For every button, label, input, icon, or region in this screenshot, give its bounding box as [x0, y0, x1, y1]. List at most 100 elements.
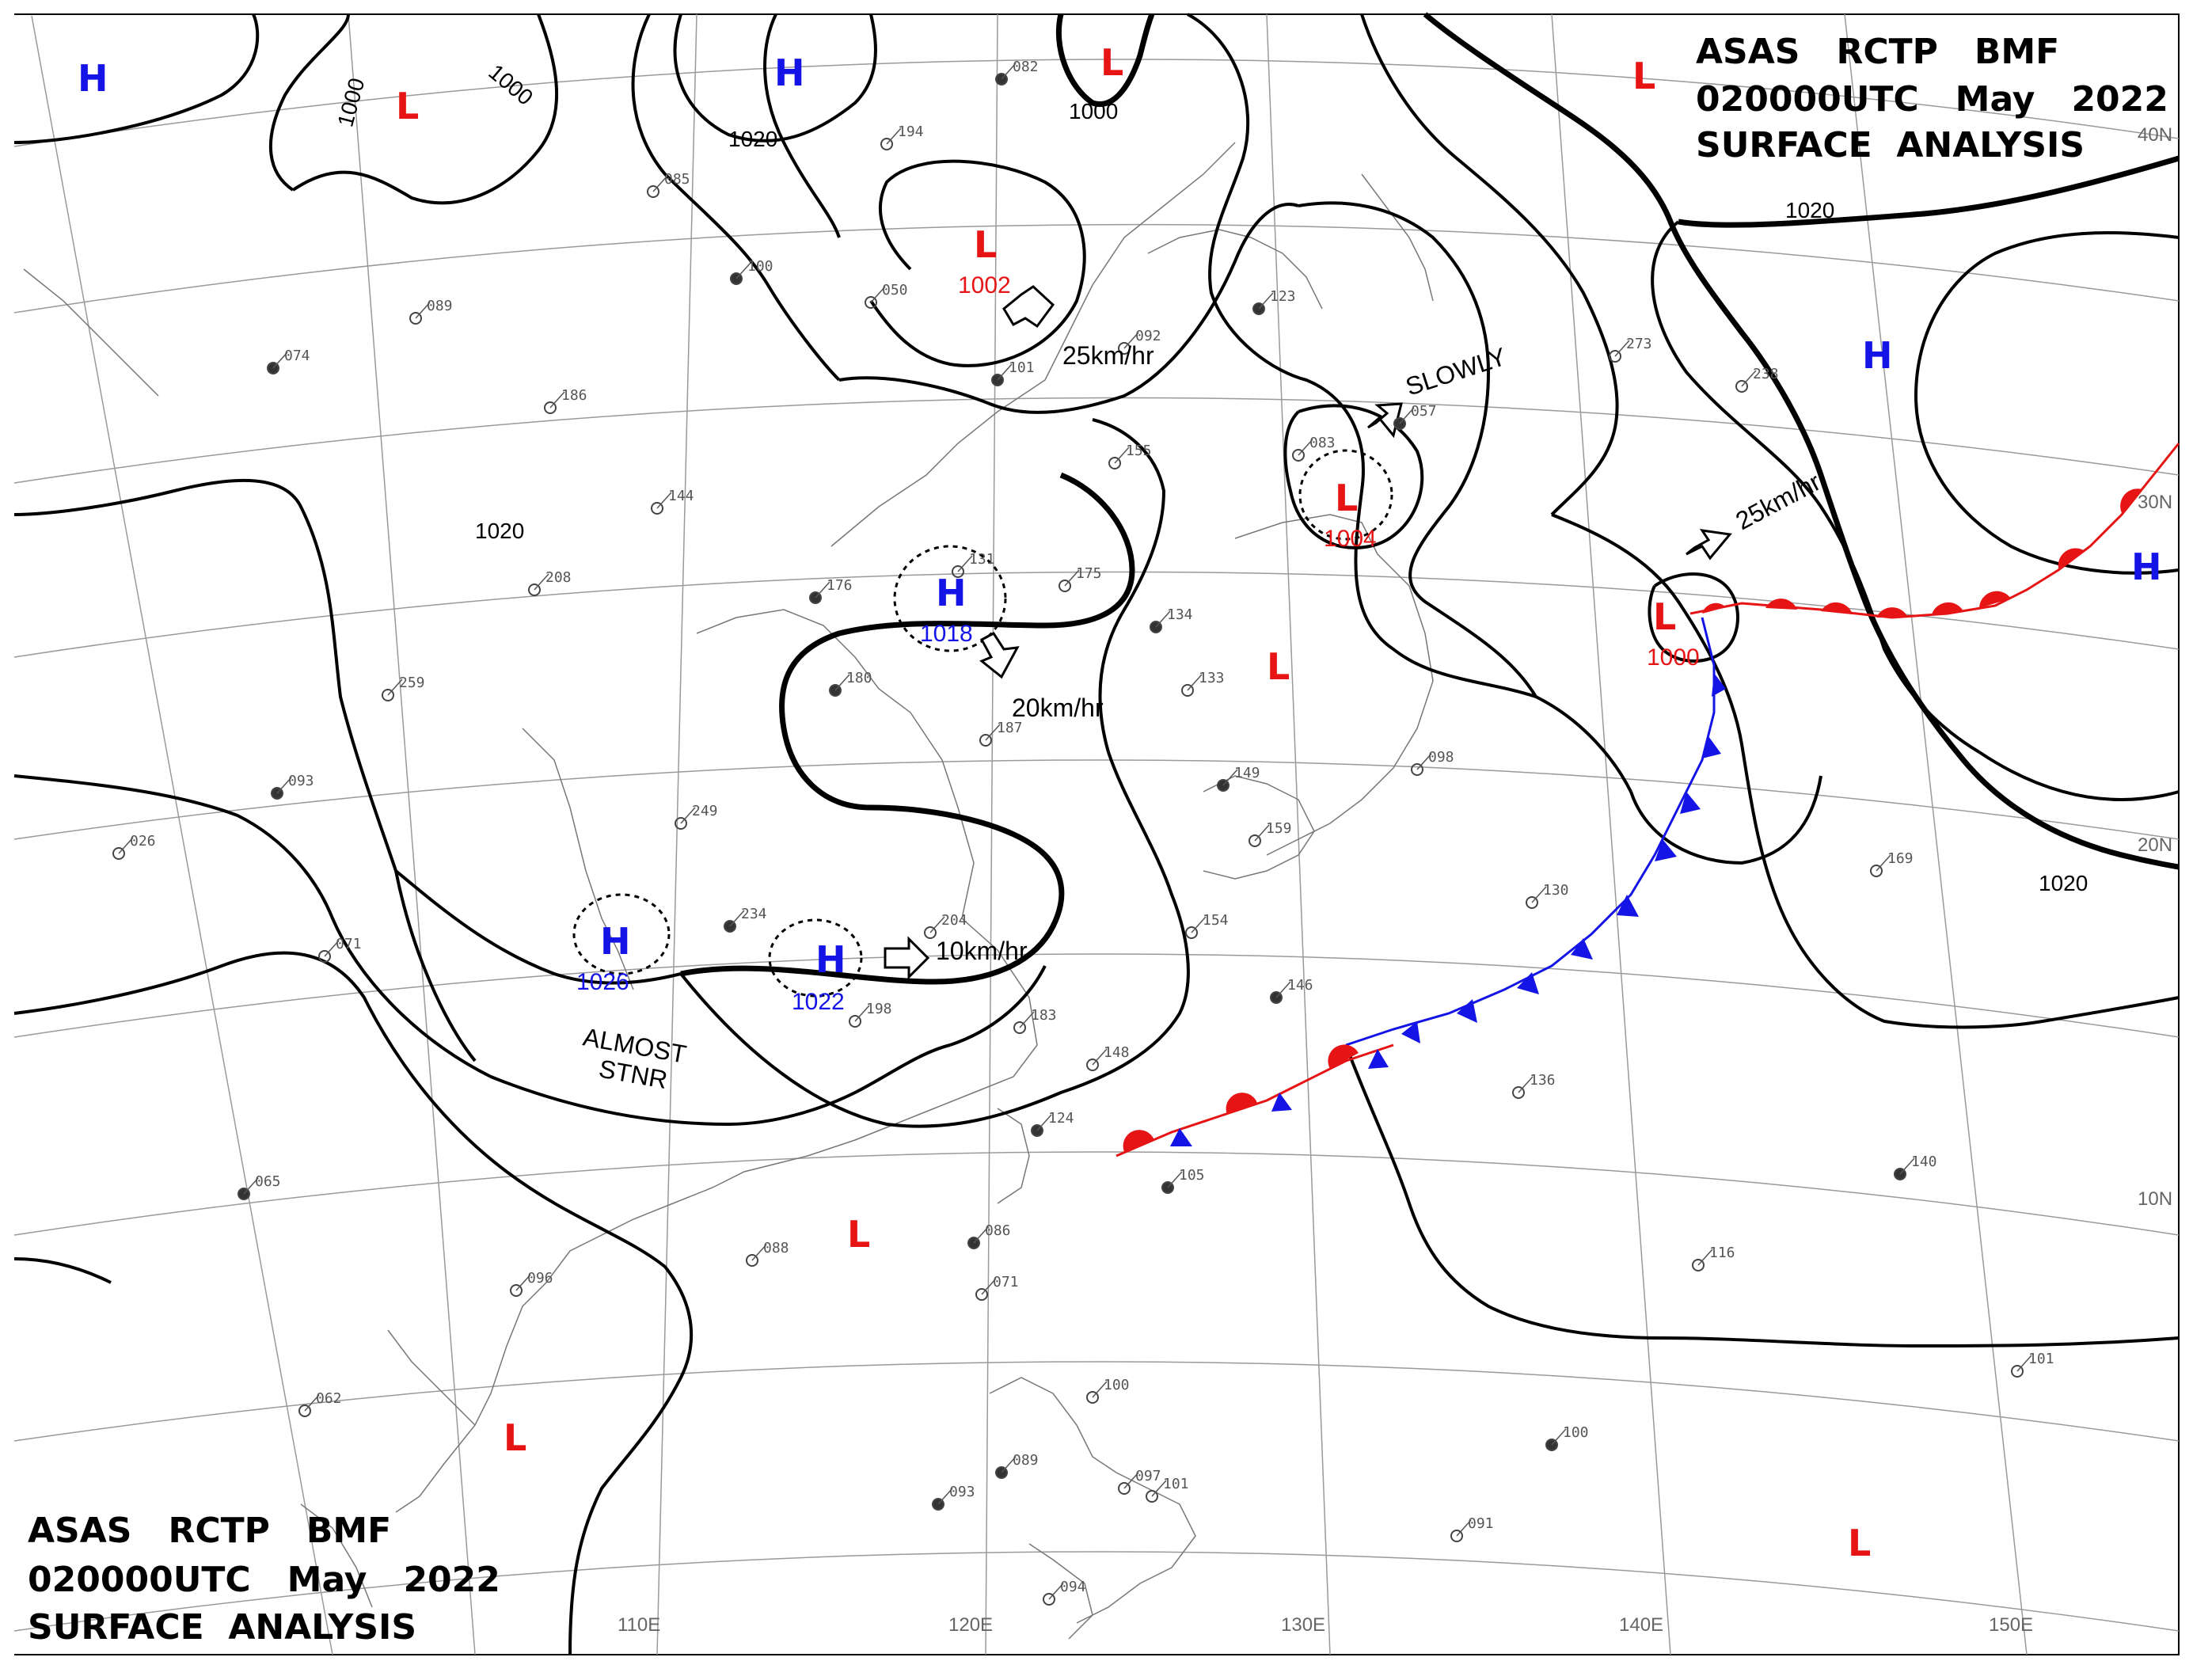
- wind-barb: [118, 837, 134, 854]
- latitude-label: 20N: [2138, 834, 2172, 856]
- station-pressure: 089: [1013, 1452, 1039, 1469]
- movement-speed: 10km/hr: [936, 937, 1028, 965]
- station-pressure: 097: [1135, 1468, 1161, 1484]
- station-symbol: [1185, 926, 1198, 939]
- station-pressure: 180: [846, 670, 872, 686]
- station-symbol: [849, 1015, 861, 1028]
- wind-barb: [652, 175, 668, 192]
- low-symbol: L: [1100, 41, 1123, 84]
- header-line: ASAS RCTP BMF: [1696, 32, 2059, 72]
- warm-front: [1689, 443, 2180, 619]
- station-pressure: 092: [1135, 328, 1161, 344]
- station-pressure: 101: [1009, 359, 1035, 376]
- station-pressure: 130: [1543, 882, 1569, 899]
- station-symbol: [924, 926, 937, 939]
- station-symbol: [1058, 580, 1071, 592]
- wind-barb: [735, 262, 751, 279]
- low-pressure-value: 1002: [958, 272, 1011, 298]
- station-pressure: 259: [399, 675, 425, 691]
- high-symbol: H: [936, 572, 967, 614]
- station-pressure: 146: [1287, 977, 1313, 994]
- station-pressure: 134: [1167, 606, 1193, 623]
- station-pressure: 082: [1013, 59, 1039, 75]
- wind-barb: [1614, 340, 1630, 357]
- wind-barb: [1151, 1480, 1167, 1497]
- station-pressure: 208: [545, 569, 572, 586]
- station-pressure: 175: [1076, 565, 1102, 582]
- low-symbol: L: [396, 85, 419, 127]
- header-line: ASAS RCTP BMF: [28, 1511, 391, 1551]
- high-symbol: H: [2131, 545, 2162, 588]
- wind-barb: [276, 777, 292, 794]
- wind-barb: [1531, 886, 1547, 903]
- station-symbol: [746, 1254, 758, 1267]
- station-pressure: 086: [985, 1222, 1011, 1239]
- wind-barb: [656, 492, 672, 509]
- wind-barb: [549, 391, 565, 409]
- station-symbol: [1526, 896, 1538, 909]
- station-pressure: 085: [664, 171, 690, 188]
- wind-barb: [1019, 1011, 1035, 1028]
- high-pressure-value: 1026: [576, 969, 629, 995]
- latitude-label: 30N: [2138, 492, 2172, 513]
- wind-barb: [1697, 1249, 1713, 1266]
- wind-barb: [929, 916, 945, 933]
- station-pressure: 144: [668, 488, 694, 504]
- wind-barb: [870, 286, 886, 303]
- wind-barb: [1187, 674, 1203, 691]
- station-symbol: [1043, 1593, 1055, 1606]
- station-symbol: [1249, 834, 1261, 847]
- station-pressure: 148: [1104, 1044, 1130, 1061]
- wind-barb: [729, 910, 745, 927]
- station-pressure: 194: [898, 124, 924, 140]
- station-pressure: 096: [527, 1270, 553, 1287]
- wind-barb: [1258, 292, 1274, 310]
- station-pressure: 249: [692, 803, 718, 819]
- wind-barb: [1114, 447, 1130, 464]
- station-pressure: 187: [997, 720, 1023, 736]
- low-symbol: L: [1653, 595, 1676, 638]
- wind-barb: [1092, 1048, 1108, 1066]
- station-pressure: 074: [284, 348, 310, 364]
- station-pressure: 100: [1104, 1377, 1130, 1393]
- low-symbol: L: [1267, 645, 1290, 688]
- low-pressure-value: 1000: [1647, 644, 1700, 671]
- wind-barb: [751, 1244, 767, 1261]
- hollow-arrow-icon: [979, 632, 1020, 679]
- station-pressure: 093: [288, 773, 314, 789]
- map-frame: [14, 13, 2180, 1655]
- station-symbol: [1870, 865, 1883, 877]
- wind-barb: [304, 1394, 320, 1412]
- wind-barb: [1191, 916, 1207, 933]
- station-pressure: 155: [1126, 443, 1152, 459]
- high-symbol: H: [815, 938, 846, 981]
- wind-barb: [957, 555, 973, 572]
- wind-barb: [515, 1274, 531, 1291]
- header-bottom: ASAS RCTP BMF 020000UTC May 2022 SURFACE…: [28, 1511, 500, 1648]
- occluded-front-west: [1116, 1043, 1394, 1157]
- hollow-arrow-icon: [1367, 402, 1403, 439]
- isobar-label: 1020: [1785, 198, 1834, 222]
- station-pressure: 238: [1753, 366, 1779, 382]
- station-pressure: 154: [1203, 912, 1229, 929]
- station-pressure: 183: [1031, 1007, 1057, 1024]
- header-line: SURFACE ANALYSIS: [1696, 125, 2085, 165]
- wind-barb: [1899, 1157, 1915, 1175]
- lat-lon-grid: [13, 13, 2180, 1655]
- longitude-label: 130E: [1281, 1614, 1325, 1636]
- wind-barb: [1123, 1472, 1139, 1489]
- low-symbol: L: [974, 223, 997, 266]
- low-symbol: L: [1335, 477, 1358, 519]
- wind-barb: [854, 1005, 870, 1022]
- cold-front: [1345, 617, 1726, 1047]
- station-pressure: 062: [316, 1390, 342, 1407]
- station-symbol: [1292, 449, 1305, 462]
- station-symbol: [1735, 380, 1748, 393]
- dotted-centers: [572, 449, 1393, 998]
- low-symbol: L: [1632, 55, 1655, 97]
- station-pressure: 091: [1468, 1515, 1494, 1532]
- station-symbol: [409, 312, 422, 325]
- station-pressure: 101: [1163, 1476, 1189, 1492]
- pressure-centers: H H H 1018 H 1026 H 1022 H H L L L 1002 …: [78, 41, 2162, 1564]
